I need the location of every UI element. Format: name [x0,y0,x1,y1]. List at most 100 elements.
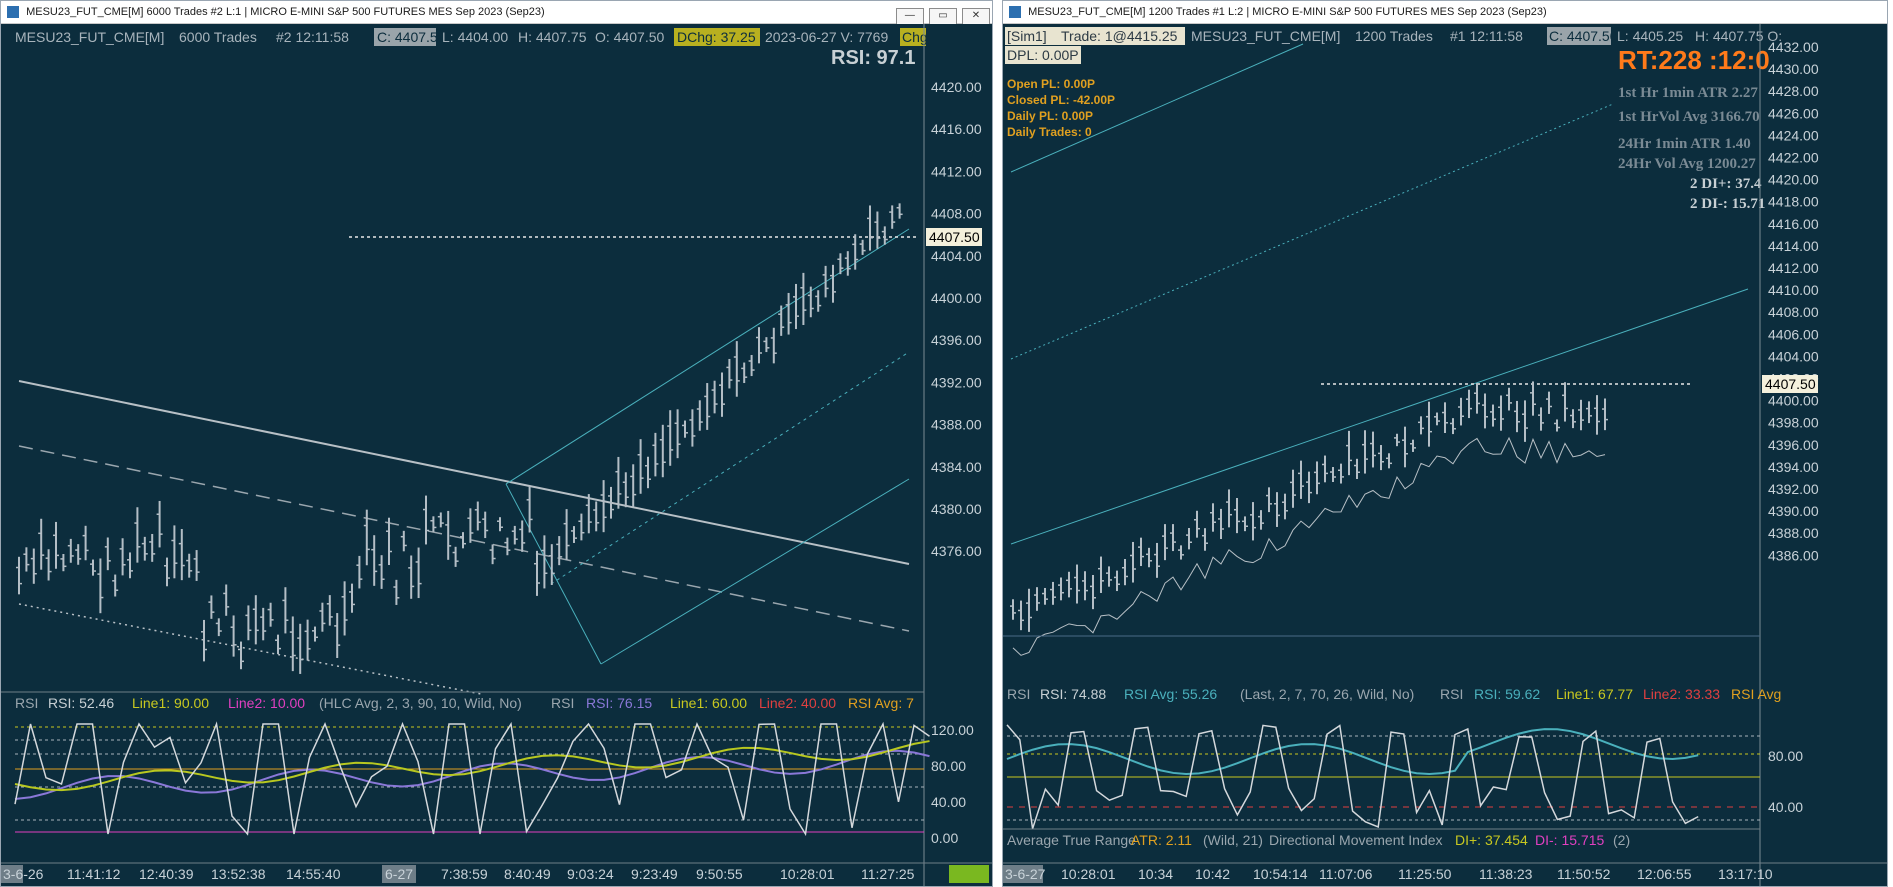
left-close: C: 4407.50 [377,29,446,45]
left-time-tick-1: 11:41:12 [67,866,121,882]
right-stat-1: 1st Hr 1min ATR 2.27 [1618,85,1758,101]
right-rsi-label-b: RSI [1440,686,1463,702]
left-time-tick-6: 7:38:59 [441,866,488,882]
right-time-tick-4: 10:54:14 [1253,866,1308,882]
left-bar-type: 6000 Trades [179,29,257,45]
right-channel-mid[interactable] [1010,103,1614,360]
right-rsi-tick-0: 80.00 [1768,748,1803,764]
left-channel-upper[interactable] [505,228,910,485]
right-price-tick-23: 4386.00 [1768,547,1819,563]
right-title-bar[interactable]: MESU23_FUT_CME[M] 1200 Trades #1 L:2 | M… [1003,1,1887,24]
right-rsi-label-a: RSI [1007,686,1030,702]
right-price-tick-2: 4428.00 [1768,83,1819,99]
left-price-tick-4: 4404.00 [931,248,982,264]
right-chart-svg[interactable]: [Sim1] Trade: 1@4415.25 MESU23_FUT_CME[M… [1003,24,1888,887]
left-bar-time: #2 12:11:58 [276,29,349,45]
left-dchg: DChg: 37.25 [677,29,756,45]
left-rsi-tick-0: 120.00 [931,722,974,738]
right-time-tick-9: 12:06:55 [1637,866,1692,882]
left-last-price-text: 4407.50 [929,229,980,245]
right-trendlines[interactable] [1010,43,1749,656]
left-line1-b: Line1: 60.00 [670,695,747,711]
right-daily-pl: Daily PL: 0.00P [1007,109,1093,123]
right-price-tick-19: 4394.00 [1768,459,1819,475]
right-price-tick-6: 4420.00 [1768,172,1819,188]
left-line1-a: Line1: 90.00 [132,695,209,711]
right-time-tick-1: 10:28:01 [1061,866,1116,882]
right-daily-trades: Daily Trades: 0 [1007,125,1092,139]
right-stat-4: 24Hr Vol Avg 1200.27 [1618,156,1756,172]
left-trendline-dotted[interactable] [18,603,482,695]
left-trendline-dashed[interactable] [18,445,910,632]
right-price-tick-17: 4398.00 [1768,415,1819,431]
maximize-button[interactable]: ▭ [928,8,957,25]
left-price-tick-3: 4408.00 [931,206,982,222]
right-chart-area[interactable]: [Sim1] Trade: 1@4415.25 MESU23_FUT_CME[M… [1003,24,1887,886]
right-sim-trade-box [1005,27,1185,45]
left-rsi-tick-2: 40.00 [931,794,966,810]
left-chg-highlight [900,28,926,46]
right-dmi-params: (2) [1613,832,1630,848]
left-chg: Chg [902,29,928,45]
left-rsi-line [14,721,930,837]
right-rsi-avg-a: RSI Avg: 55.26 [1124,686,1217,702]
left-price-tick-10: 4380.00 [931,501,982,517]
left-high: H: 4407.75 [518,29,587,45]
right-bar-time: #1 12:11:58 [1450,28,1523,44]
right-channel-top[interactable] [1010,43,1304,173]
left-trendline-main[interactable] [18,380,910,565]
left-price-bars[interactable] [16,203,903,674]
right-channel-bottom[interactable] [1010,288,1749,545]
right-close-highlight [1547,27,1611,45]
right-rt-timer: RT:228 :12:0 [1618,45,1770,75]
left-title-bar[interactable]: MESU23_FUT_CME[M] 6000 Trades #2 L:1 | M… [1,1,992,25]
left-time-tick-8: 9:03:24 [567,866,614,882]
right-price-bars[interactable] [1010,381,1608,632]
right-trailing-stop[interactable] [1012,436,1606,656]
left-rsi-value-a: RSI: 52.46 [48,695,114,711]
right-price-tick-3: 4426.00 [1768,105,1819,121]
left-price-tick-11: 4376.00 [931,543,982,559]
right-rsi-avg-line [1006,728,1699,776]
right-chart-window: MESU23_FUT_CME[M] 1200 Trades #1 L:2 | M… [1002,0,1888,887]
right-dpl: DPL: 0.00P [1007,47,1079,63]
left-rsi-pane[interactable] [14,721,930,837]
left-chart-area[interactable]: MESU23_FUT_CME[M] 6000 Trades #2 12:11:5… [1,24,992,886]
right-price-tick-5: 4422.00 [1768,150,1819,166]
left-trendlines[interactable] [18,228,916,695]
left-price-tick-5: 4400.00 [931,290,982,306]
left-line2-a: Line2: 10.00 [228,695,305,711]
right-rsi-params-a: (Last, 2, 7, 70, 26, Wild, No) [1240,686,1414,702]
right-time-tick-3: 10:42 [1195,866,1230,882]
right-time-tick-0: 3-6-27 [1005,866,1046,882]
right-di-plus: DI+: 37.454 [1455,832,1528,848]
right-price-tick-4: 4424.00 [1768,127,1819,143]
left-time-tick-7: 8:40:49 [504,866,551,882]
left-rsi-params-a: (HLC Avg, 2, 3, 90, 10, Wild, No) [319,695,522,711]
left-channel-mid[interactable] [550,351,910,585]
right-time-tick-8: 11:50:52 [1557,866,1611,882]
close-button[interactable]: ✕ [962,8,990,25]
app-icon [1009,6,1021,18]
right-rsi-pane[interactable] [1006,724,1760,829]
left-channel-lower[interactable] [600,478,910,665]
right-bar-type: 1200 Trades [1355,28,1433,44]
right-trade-info: Trade: 1@4415.25 [1061,28,1178,44]
minimize-button[interactable]: — [895,8,924,25]
left-chart-svg[interactable]: MESU23_FUT_CME[M] 6000 Trades #2 12:11:5… [1,24,993,887]
right-price-tick-7: 4418.00 [1768,194,1819,210]
right-symbol: MESU23_FUT_CME[M] [1191,28,1340,44]
right-line1-b: Line1: 67.77 [1556,686,1633,702]
right-atr-value: ATR: 2.11 [1131,832,1192,848]
right-price-tick-10: 4412.00 [1768,260,1819,276]
left-open: O: 4407.50 [595,29,664,45]
right-time-tick-2: 10:34 [1138,866,1173,882]
right-rsi-tick-1: 40.00 [1768,799,1803,815]
right-price-tick-1: 4430.00 [1768,61,1819,77]
right-dpl-box [1005,46,1081,64]
right-price-tick-16: 4400.00 [1768,393,1819,409]
right-close: C: 4407.50 [1549,28,1618,44]
left-time-tick-3: 13:52:38 [211,866,266,882]
left-time-tick-12: 11:27:25 [861,866,915,882]
left-dchg-highlight [674,28,760,46]
